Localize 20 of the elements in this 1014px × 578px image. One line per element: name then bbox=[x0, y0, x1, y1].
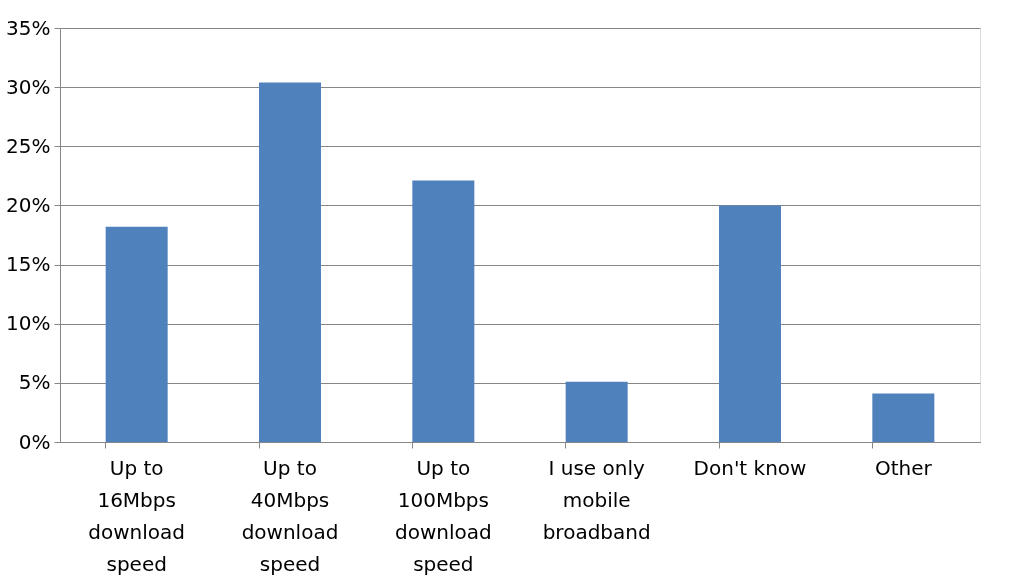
y-tick-label: 25% bbox=[6, 133, 51, 158]
bar bbox=[565, 381, 628, 442]
x-tick-label: Up to 100Mbps download speed bbox=[394, 455, 492, 576]
y-tick-label: 0% bbox=[18, 429, 51, 454]
y-tick-label: 15% bbox=[6, 252, 51, 277]
x-tick-label: Up to 16Mbps download speed bbox=[88, 455, 186, 576]
y-tick-label: 10% bbox=[6, 311, 51, 336]
bar bbox=[105, 226, 168, 442]
y-tick-label: 30% bbox=[6, 74, 51, 99]
x-tick-label: Other bbox=[874, 455, 933, 480]
y-tick-label: 20% bbox=[6, 192, 51, 217]
bar bbox=[872, 393, 935, 442]
x-tick-label: I use only mobile broadband bbox=[542, 455, 651, 544]
y-tick-label: 5% bbox=[18, 370, 51, 395]
bar bbox=[259, 82, 321, 442]
bar bbox=[412, 180, 475, 442]
x-tick-label: Up to 40Mbps download speed bbox=[241, 455, 339, 576]
bar bbox=[719, 205, 781, 442]
y-tick-label: 35% bbox=[6, 15, 51, 40]
x-tick-label: Don't know bbox=[693, 455, 807, 480]
